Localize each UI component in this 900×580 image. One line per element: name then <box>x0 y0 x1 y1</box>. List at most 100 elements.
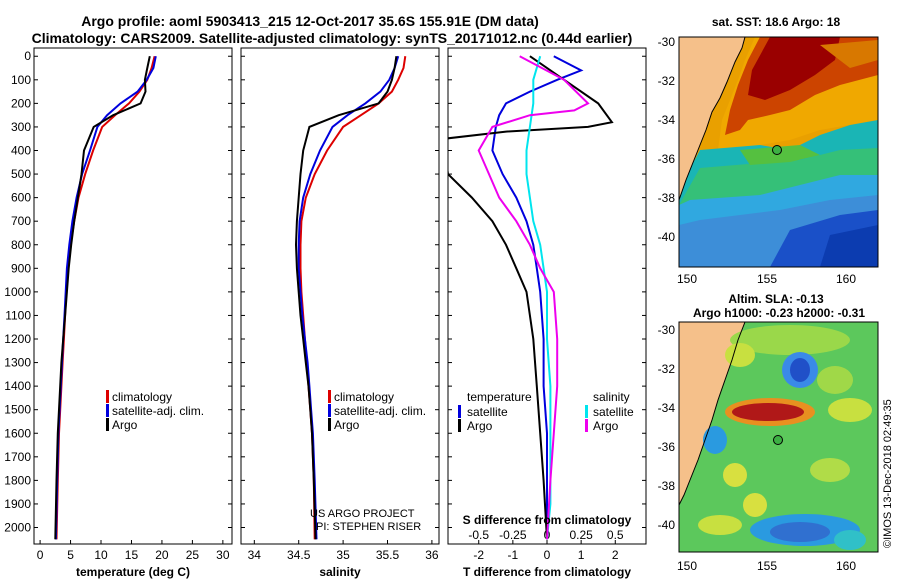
salinity-series <box>294 55 407 540</box>
figure-title-line2: Climatology: CARS2009. Satellite-adjuste… <box>32 30 633 46</box>
x-tick-label: 10 <box>94 548 108 562</box>
depth-tick-label: 800 <box>11 238 31 252</box>
x-tick-label: 5 <box>67 548 74 562</box>
x-tick-label: 36 <box>425 548 439 562</box>
legend-t-argo-swatch <box>458 419 461 432</box>
depth-tick-label: 1900 <box>4 497 31 511</box>
x-tick-label: 0 <box>544 548 551 562</box>
legend-s-satellite-swatch <box>585 405 588 418</box>
depth-tick-label: 500 <box>11 167 31 181</box>
x-tick-label: 15 <box>125 548 139 562</box>
lat-tick: -38 <box>658 191 676 205</box>
sla-map-title-line1: Altim. SLA: -0.13 <box>728 292 824 306</box>
series-line-argo <box>294 56 398 540</box>
lon-tick: 160 <box>836 272 856 286</box>
legend-climatology-swatch <box>328 390 331 403</box>
x-tick-label: -2 <box>473 548 484 562</box>
lon-tick: 150 <box>677 559 697 573</box>
difference-legend: temperature satellite Argo salinity sate… <box>458 390 634 433</box>
depth-tick-label: 900 <box>11 261 31 275</box>
sla-map-ticks: -30 -32 -34 -36 -38 -40 150 155 160 <box>658 323 857 573</box>
lat-tick: -38 <box>658 479 676 493</box>
depth-tick-label: 1100 <box>5 308 31 322</box>
legend-climatology-swatch <box>106 390 109 403</box>
legend-s-satellite-label: satellite <box>593 405 634 419</box>
legend-satellite-label: satellite-adj. clim. <box>112 404 204 418</box>
salinity-panel: 34 34.5 35 35.5 36 salinity climatology sate… <box>240 47 440 579</box>
legend-satellite-swatch <box>106 404 109 417</box>
series-line-argo <box>54 55 151 540</box>
lat-tick: -36 <box>658 152 676 166</box>
depth-axis-labels: 0 100 200 300 400 500 600 700 800 900 1000 1100 1200… <box>4 49 31 534</box>
depth-tick-label: 1700 <box>4 450 31 464</box>
x-tick-label: 34 <box>248 548 262 562</box>
depth-tick-label: 0 <box>24 49 31 63</box>
series-line-argo <box>477 55 590 540</box>
sst-map-image <box>679 37 878 267</box>
legend-argo-label: Argo <box>334 418 360 432</box>
depth-tick-label: 1500 <box>4 403 31 417</box>
difference-series <box>448 55 614 540</box>
sla-map-panel: Altim. SLA: -0.13 Argo h1000: -0.23 h200… <box>658 292 879 573</box>
legend-satellite-label: satellite-adj. clim. <box>334 404 426 418</box>
legend-t-satellite-swatch <box>458 405 461 418</box>
legend-t-argo-label: Argo <box>467 419 493 433</box>
lat-tick: -30 <box>658 323 676 337</box>
temperature-legend: climatology satellite-adj. clim. Argo <box>106 390 204 432</box>
legend-argo-swatch <box>106 418 109 431</box>
depth-tick-label: 100 <box>11 73 31 87</box>
x-tick-label: -1 <box>508 548 519 562</box>
depth-tick-label: 1000 <box>4 285 31 299</box>
lat-tick: -40 <box>658 518 676 532</box>
sla-map-image <box>679 322 878 552</box>
temperature-xlabel: temperature (deg C) <box>76 565 190 579</box>
depth-tick-label: 600 <box>11 191 31 205</box>
x-tick-label: 1 <box>578 548 585 562</box>
series-line-satellite-adj-clim- <box>54 56 157 540</box>
salinity-xlabel: salinity <box>319 565 361 579</box>
temperature-series <box>54 55 157 540</box>
depth-tick-label: 1400 <box>4 379 31 393</box>
sst-map-panel: sat. SST: 18.6 Argo: 18 -30 -32 -34 -36 … <box>658 15 879 286</box>
lon-tick: 155 <box>757 559 777 573</box>
depth-tick-label: 300 <box>11 120 31 134</box>
salinity-axis-ticks: 34 34.5 35 35.5 36 <box>241 55 439 562</box>
sla-map-title-line2: Argo h1000: -0.23 h2000: -0.31 <box>693 306 865 320</box>
series-line-climatology <box>55 55 156 540</box>
legend-argo-label: Argo <box>112 418 138 432</box>
legend-s-argo-label: Argo <box>593 419 619 433</box>
s-difference-xlabel: S difference from climatology <box>463 513 632 527</box>
depth-tick-label: 1800 <box>4 473 31 487</box>
depth-tick-label: 400 <box>11 143 31 157</box>
legend-t-satellite-label: satellite <box>467 405 508 419</box>
lon-tick: 160 <box>836 559 856 573</box>
salinity-legend: climatology satellite-adj. clim. Argo <box>328 390 426 432</box>
t-difference-xlabel: T difference from climatology <box>463 565 631 579</box>
temperature-plot-frame <box>33 47 233 545</box>
x-tick-label: 0 <box>37 548 44 562</box>
temperature-axis-ticks: 0 5 10 15 20 25 30 <box>34 55 232 562</box>
legend-salinity-header: salinity <box>593 390 630 404</box>
figure-title-line1: Argo profile: aoml 5903413_215 12-Oct-20… <box>81 13 539 29</box>
s-diff-tick-label: 0.5 <box>607 528 624 542</box>
legend-s-argo-swatch <box>585 419 588 432</box>
x-tick-label: 35.5 <box>376 548 400 562</box>
sst-map-title: sat. SST: 18.6 Argo: 18 <box>712 15 841 29</box>
sst-map-frame <box>678 36 879 268</box>
legend-climatology-label: climatology <box>334 390 394 404</box>
depth-tick-label: 200 <box>11 96 31 110</box>
sst-map-ticks: -30 -32 -34 -36 -38 -40 150 155 160 <box>658 35 857 286</box>
difference-panel: -2 -1 0 1 2 -0.5 -0.25 0 0.25 0.5 T difference f… <box>447 47 647 579</box>
lon-tick: 150 <box>677 272 697 286</box>
legend-argo-swatch <box>328 418 331 431</box>
depth-tick-label: 1200 <box>4 332 31 346</box>
x-tick-label: 2 <box>612 548 619 562</box>
x-tick-label: 25 <box>186 548 200 562</box>
temperature-panel: 0100200300400500600700800900100011001200… <box>4 47 233 579</box>
lat-tick: -34 <box>658 401 676 415</box>
legend-satellite-swatch <box>328 404 331 417</box>
s-diff-tick-label: -0.25 <box>499 528 527 542</box>
lat-tick: -36 <box>658 440 676 454</box>
series-line-argo <box>448 55 614 540</box>
